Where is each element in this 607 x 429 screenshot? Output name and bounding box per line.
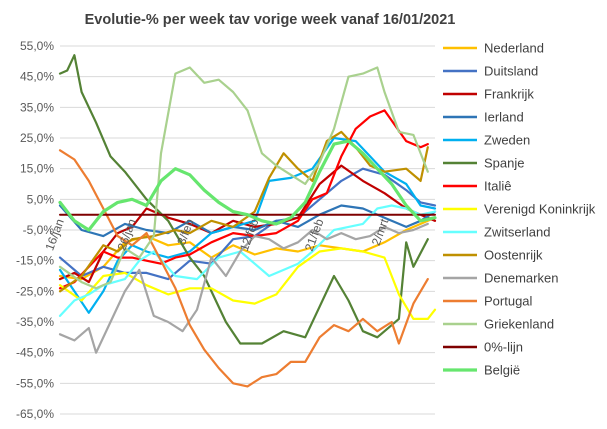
legend-label: Oostenrijk [484, 248, 543, 263]
series-line-zwitserland [58, 204, 437, 317]
legend-label: Italiê [484, 179, 511, 194]
legend-label: Griekenland [484, 317, 554, 332]
legend-label: België [484, 363, 520, 378]
y-tick-label: 15,0% [20, 162, 54, 176]
y-tick-label: 55,0% [20, 39, 54, 53]
gridlines [60, 45, 435, 415]
y-tick-label: -15,0% [16, 254, 54, 268]
y-tick-label: -35,0% [16, 315, 54, 329]
series-line-denemarken [58, 222, 429, 354]
legend-label: Verenigd Koninkrijk [484, 202, 596, 217]
y-tick-label: -65,0% [16, 407, 54, 421]
legend-label: 0%-lijn [484, 340, 523, 355]
series-line-griekenland [58, 66, 429, 290]
y-tick-label: 45,0% [20, 70, 54, 84]
y-axis-labels: 55,0% 45,0% 35,0% 25,0% 15,0% 5,0% -5,0% -15,0%… [16, 39, 54, 421]
series-line-nederland [58, 216, 437, 281]
y-tick-label: 25,0% [20, 131, 54, 145]
series-line-spanje [58, 54, 429, 345]
legend: Nederland Duitsland Frankrijk Ierland Zweden… [443, 41, 596, 378]
legend-label: Denemarken [484, 271, 558, 286]
legend-label: Zwitserland [484, 225, 550, 240]
series-line-itali [58, 109, 429, 290]
legend-label: Zweden [484, 133, 530, 148]
legend-label: Nederland [484, 41, 544, 56]
legend-label: Portugal [484, 294, 533, 309]
y-tick-label: -45,0% [16, 346, 54, 360]
chart-title: Evolutie-% per week tav vorige week vana… [85, 12, 456, 28]
legend-label: Spanje [484, 156, 524, 171]
series-lines [58, 54, 437, 388]
series-line-belgi [58, 139, 437, 232]
legend-label: Duitsland [484, 64, 538, 79]
legend-label: Frankrijk [484, 87, 534, 102]
series-line-ierland [58, 204, 437, 238]
y-tick-label: -5,0% [23, 223, 55, 237]
y-tick-label: -55,0% [16, 376, 54, 390]
series-line-frankrijk [58, 164, 437, 284]
y-tick-label: -25,0% [16, 284, 54, 298]
series-line-portugal [58, 149, 429, 388]
y-tick-label: 5,0% [27, 192, 55, 206]
legend-label: Ierland [484, 110, 524, 125]
y-tick-label: 35,0% [20, 100, 54, 114]
